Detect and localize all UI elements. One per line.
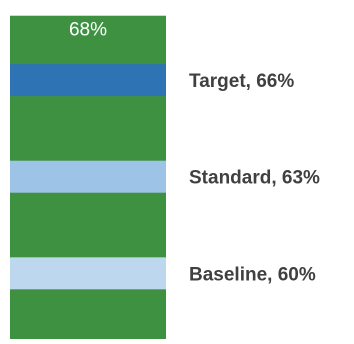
marker-group: Target, 66% Standard, 63% Baseline, 60% bbox=[10, 64, 320, 290]
marker-label-0: Target, 66% bbox=[189, 71, 294, 92]
marker-band-2 bbox=[10, 257, 166, 290]
value-label: 68% bbox=[69, 20, 107, 41]
marker-band-1 bbox=[10, 160, 166, 193]
marker-band-0 bbox=[10, 64, 166, 97]
marker-label-1: Standard, 63% bbox=[189, 168, 320, 189]
marker-label-2: Baseline, 60% bbox=[189, 264, 316, 285]
